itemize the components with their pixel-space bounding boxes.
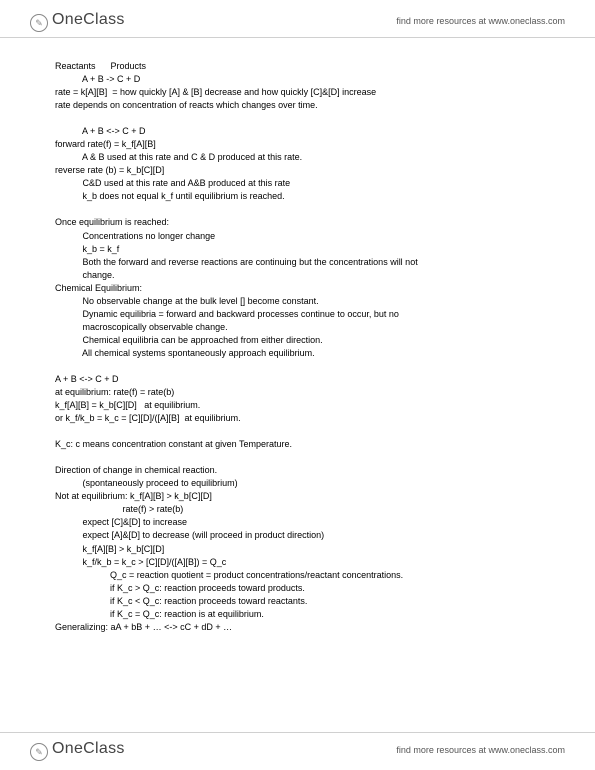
text-line: k_f[A][B] = k_b[C][D] at equilibrium. (55, 399, 540, 412)
text-line: Chemical equilibria can be approached fr… (55, 334, 540, 347)
text-line: Once equilibrium is reached: (55, 216, 540, 229)
text-line: A & B used at this rate and C & D produc… (55, 151, 540, 164)
text-line: Both the forward and reverse reactions a… (55, 256, 540, 269)
text-line: if K_c = Q_c: reaction is at equilibrium… (55, 608, 540, 621)
footer-tagline: find more resources at www.oneclass.com (396, 745, 565, 755)
text-line: macroscopically observable change. (55, 321, 540, 334)
text-line: rate = k[A][B] = how quickly [A] & [B] d… (55, 86, 540, 99)
logo-word-one: One (52, 740, 83, 757)
header-tagline: find more resources at www.oneclass.com (396, 16, 565, 26)
footer-logo: ✎ OneClass (30, 740, 125, 760)
text-line: A + B <-> C + D (55, 125, 540, 138)
text-line: No observable change at the bulk level [… (55, 295, 540, 308)
text-line: A + B -> C + D (55, 73, 540, 86)
text-line: rate depends on concentration of reacts … (55, 99, 540, 112)
text-line: Dynamic equilibria = forward and backwar… (55, 308, 540, 321)
logo-icon: ✎ (30, 743, 48, 761)
text-line: rate(f) > rate(b) (55, 503, 540, 516)
text-line: at equilibrium: rate(f) = rate(b) (55, 386, 540, 399)
text-line: change. (55, 269, 540, 282)
page-footer: ✎ OneClass find more resources at www.on… (0, 732, 595, 770)
document-body: Reactants Products A + B -> C + Drate = … (0, 38, 595, 644)
text-line: if K_c > Q_c: reaction proceeds toward p… (55, 582, 540, 595)
text-line: Reactants Products (55, 60, 540, 73)
text-line: Q_c = reaction quotient = product concen… (55, 569, 540, 582)
footer-logo-text: OneClass (52, 740, 125, 758)
text-line: Not at equilibrium: k_f[A][B] > k_b[C][D… (55, 490, 540, 503)
text-line: C&D used at this rate and A&B produced a… (55, 177, 540, 190)
text-line (55, 425, 540, 438)
logo-word-class: Class (83, 11, 125, 28)
text-line: (spontaneously proceed to equilibrium) (55, 477, 540, 490)
text-line: A + B <-> C + D (55, 373, 540, 386)
text-line: or k_f/k_b = k_c = [C][D]/([A][B] at equ… (55, 412, 540, 425)
text-line: forward rate(f) = k_f[A][B] (55, 138, 540, 151)
text-line: expect [C]&[D] to increase (55, 516, 540, 529)
text-line: Concentrations no longer change (55, 230, 540, 243)
text-line: Generalizing: aA + bB + … <-> cC + dD + … (55, 621, 540, 634)
text-line: expect [A]&[D] to decrease (will proceed… (55, 529, 540, 542)
logo-text: OneClass (52, 11, 125, 29)
text-line: k_b = k_f (55, 243, 540, 256)
text-line (55, 203, 540, 216)
text-line: Direction of change in chemical reaction… (55, 464, 540, 477)
text-line: k_b does not equal k_f until equilibrium… (55, 190, 540, 203)
text-line: reverse rate (b) = k_b[C][D] (55, 164, 540, 177)
text-line: Chemical Equilibrium: (55, 282, 540, 295)
text-line (55, 451, 540, 464)
logo-word-class: Class (83, 740, 125, 757)
logo: ✎ OneClass (30, 11, 125, 31)
text-line: K_c: c means concentration constant at g… (55, 438, 540, 451)
text-line: k_f[A][B] > k_b[C][D] (55, 543, 540, 556)
logo-word-one: One (52, 11, 83, 28)
page-header: ✎ OneClass find more resources at www.on… (0, 0, 595, 38)
logo-icon: ✎ (30, 14, 48, 32)
text-line (55, 112, 540, 125)
text-line: k_f/k_b = k_c > [C][D]/([A][B]) = Q_c (55, 556, 540, 569)
text-line (55, 360, 540, 373)
text-line: All chemical systems spontaneously appro… (55, 347, 540, 360)
text-line: if K_c < Q_c: reaction proceeds toward r… (55, 595, 540, 608)
